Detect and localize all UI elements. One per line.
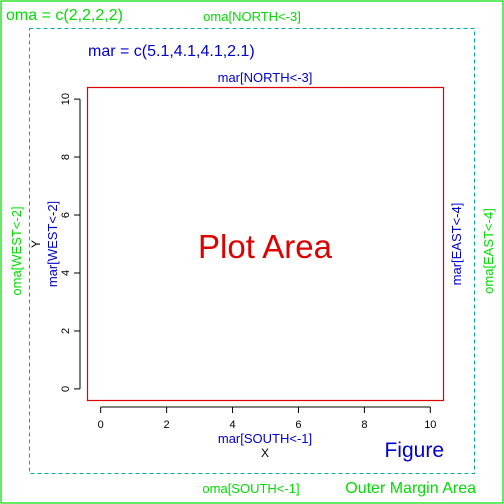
x-tick-label: 4: [229, 419, 235, 431]
y-tick-label: 8: [60, 154, 72, 160]
y-tick-label: 0: [60, 386, 72, 392]
x-tick-label: 2: [164, 419, 170, 431]
x-tick-label: 0: [98, 419, 104, 431]
y-tick-label: 4: [60, 270, 72, 276]
mar-west-label: mar[WEST<-2]: [45, 201, 60, 287]
x-tick-label: 6: [295, 419, 301, 431]
x-axis-title: X: [261, 446, 269, 460]
y-axis-title: Y: [29, 240, 43, 248]
oma-east-label: oma[EAST<-4]: [481, 208, 496, 294]
y-tick-label: 10: [60, 93, 72, 105]
y-tick-label: 2: [60, 328, 72, 334]
plot-area-label: Plot Area: [198, 228, 333, 265]
oma-west-label: oma[WEST<-2]: [9, 206, 24, 295]
plot-region-border: [86, 86, 445, 402]
figure-region-border: [29, 28, 475, 474]
axes-group: 0 2 4 6 8 10 0 2 4 6 8 10: [60, 93, 436, 431]
x-tick-label: 8: [361, 419, 367, 431]
oma-south-label: oma[SOUTH<-1]: [202, 481, 299, 496]
mar-east-label: mar[EAST<-4]: [449, 203, 464, 286]
figure-label: Figure: [384, 439, 444, 462]
oma-north-label: oma[NORTH<-3]: [203, 9, 301, 24]
x-tick-label: 10: [424, 419, 436, 431]
mar-south-label: mar[SOUTH<-1]: [218, 431, 312, 446]
y-tick-label: 6: [60, 212, 72, 218]
mar-value-text: mar = c(5.1,4.1,4.1,2.1): [88, 43, 255, 60]
oma-value-text: oma = c(2,2,2,2): [6, 7, 123, 24]
outer-margin-area-label: Outer Margin Area: [345, 480, 476, 497]
mar-north-label: mar[NORTH<-3]: [218, 70, 313, 85]
